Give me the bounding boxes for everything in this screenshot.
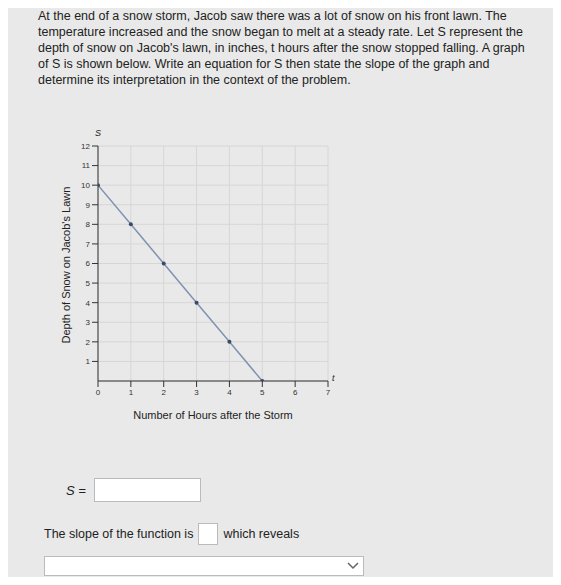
html-text:S =: S = — [66, 482, 86, 498]
svg-text:9: 9 — [86, 201, 91, 210]
svg-text:4: 4 — [86, 299, 91, 308]
html-text:The slope of the function is: The slope of the function is — [44, 527, 194, 541]
svg-text:Depth of Snow on Jacob's Lawn: Depth of Snow on Jacob's Lawn — [60, 187, 72, 344]
svg-text:7: 7 — [86, 240, 91, 249]
svg-text:6: 6 — [293, 388, 298, 397]
svg-text:1: 1 — [129, 388, 134, 397]
html-text:which reveals: which reveals — [223, 527, 300, 541]
svg-text:2: 2 — [161, 388, 166, 397]
html-text:At the end of a snow storm, Ja: At the end of a snow storm, Jacob saw th… — [38, 9, 525, 87]
svg-text:5: 5 — [86, 279, 91, 288]
svg-text:4: 4 — [227, 388, 232, 397]
svg-text:10: 10 — [81, 181, 90, 190]
svg-text:2: 2 — [86, 338, 91, 347]
svg-text:8: 8 — [86, 220, 91, 229]
svg-text:5: 5 — [260, 388, 265, 397]
svg-text:0: 0 — [96, 388, 101, 397]
svg-text:1: 1 — [86, 357, 91, 366]
svg-text:7: 7 — [326, 388, 331, 397]
html-text:S: S — [95, 128, 101, 138]
svg-text:3: 3 — [194, 388, 199, 397]
svg-text:3: 3 — [86, 318, 91, 327]
html-text:t: t — [332, 373, 335, 383]
svg-text:Number of Hours after the Stor: Number of Hours after the Storm — [133, 409, 293, 421]
svg-text:11: 11 — [82, 161, 91, 170]
svg-text:12: 12 — [81, 142, 90, 151]
svg-text:6: 6 — [86, 259, 91, 268]
